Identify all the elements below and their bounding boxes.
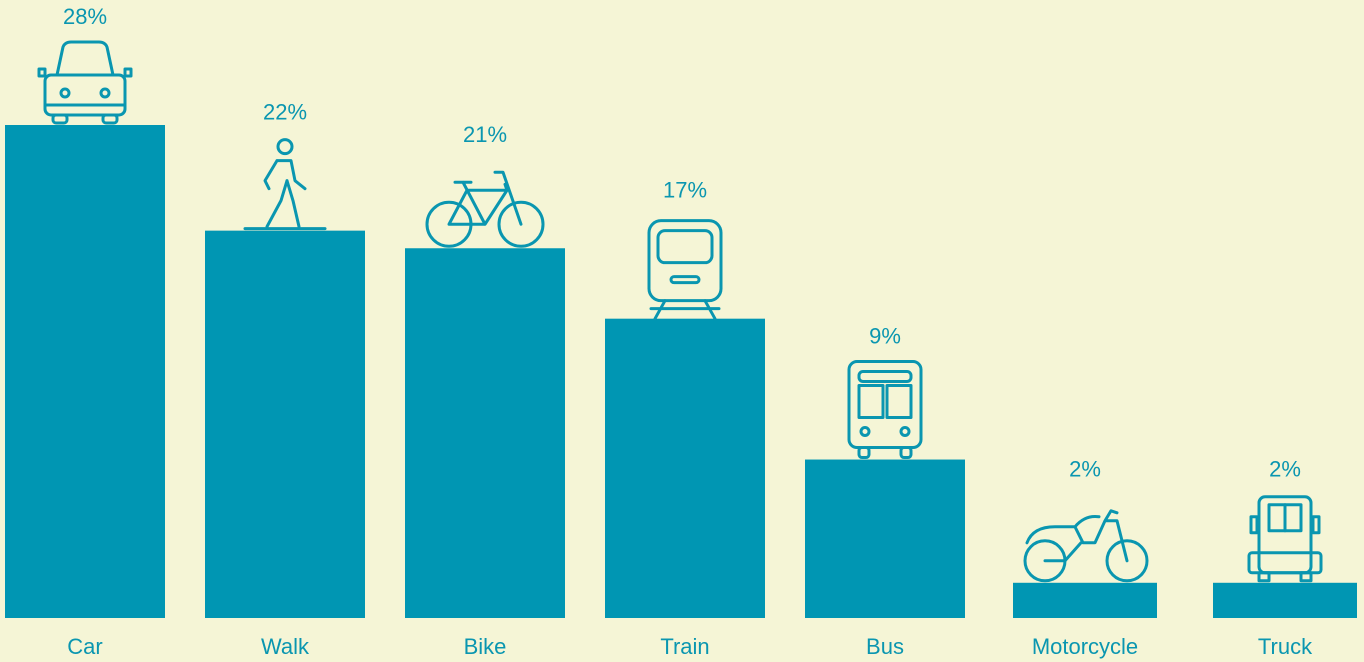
icon-part <box>263 159 307 229</box>
category-label: Truck <box>1258 634 1313 659</box>
category-label: Walk <box>261 634 310 659</box>
icon <box>847 360 923 460</box>
icon <box>243 138 327 231</box>
icon-part <box>647 219 723 303</box>
icon-part <box>1249 515 1259 535</box>
icon-part <box>55 40 115 77</box>
icon-part <box>885 384 913 420</box>
icon-part <box>99 87 111 99</box>
value-label: 22% <box>263 99 307 124</box>
category-label: Motorcycle <box>1032 634 1138 659</box>
category-label: Bike <box>464 634 507 659</box>
icon-part <box>497 200 545 248</box>
category-label: Car <box>67 634 102 659</box>
icon-part <box>899 446 913 460</box>
bar <box>605 318 765 618</box>
icon-part <box>857 384 885 420</box>
value-label: 21% <box>463 122 507 147</box>
icon-part <box>59 87 71 99</box>
icon-part <box>1311 515 1321 535</box>
category-label: Bus <box>866 634 904 659</box>
icon-part <box>669 275 701 285</box>
icon-part <box>649 299 721 321</box>
icon <box>1023 509 1149 583</box>
icon-part <box>37 67 47 78</box>
bar <box>1213 582 1357 618</box>
icon-part <box>857 446 871 460</box>
bar <box>405 248 565 618</box>
icon-part <box>1257 571 1271 583</box>
icon-part <box>43 73 127 117</box>
icon-part <box>1025 509 1129 563</box>
icon-part <box>1105 539 1149 583</box>
bar <box>205 230 365 618</box>
value-label: 2% <box>1269 457 1301 482</box>
bar <box>5 125 165 618</box>
icon-part <box>51 113 69 125</box>
value-label: 9% <box>869 323 901 348</box>
icon-part <box>1247 551 1323 575</box>
icon-part <box>447 170 523 226</box>
icon-part <box>123 67 133 78</box>
icon <box>425 170 545 248</box>
value-label: 28% <box>63 4 107 29</box>
icon-part <box>859 426 871 438</box>
icon-part <box>857 370 913 384</box>
icon-part <box>847 360 923 450</box>
icon <box>647 219 723 321</box>
category-label: Train <box>660 634 709 659</box>
bar <box>805 459 965 618</box>
icon <box>37 40 133 125</box>
icon-part <box>656 229 714 265</box>
value-label: 17% <box>663 177 707 202</box>
bar <box>1013 582 1157 618</box>
value-label: 2% <box>1069 457 1101 482</box>
icon <box>1247 495 1323 583</box>
icon-part <box>1299 571 1313 583</box>
icon-part <box>899 426 911 438</box>
icon-part <box>276 138 294 156</box>
icon-part <box>101 113 119 125</box>
